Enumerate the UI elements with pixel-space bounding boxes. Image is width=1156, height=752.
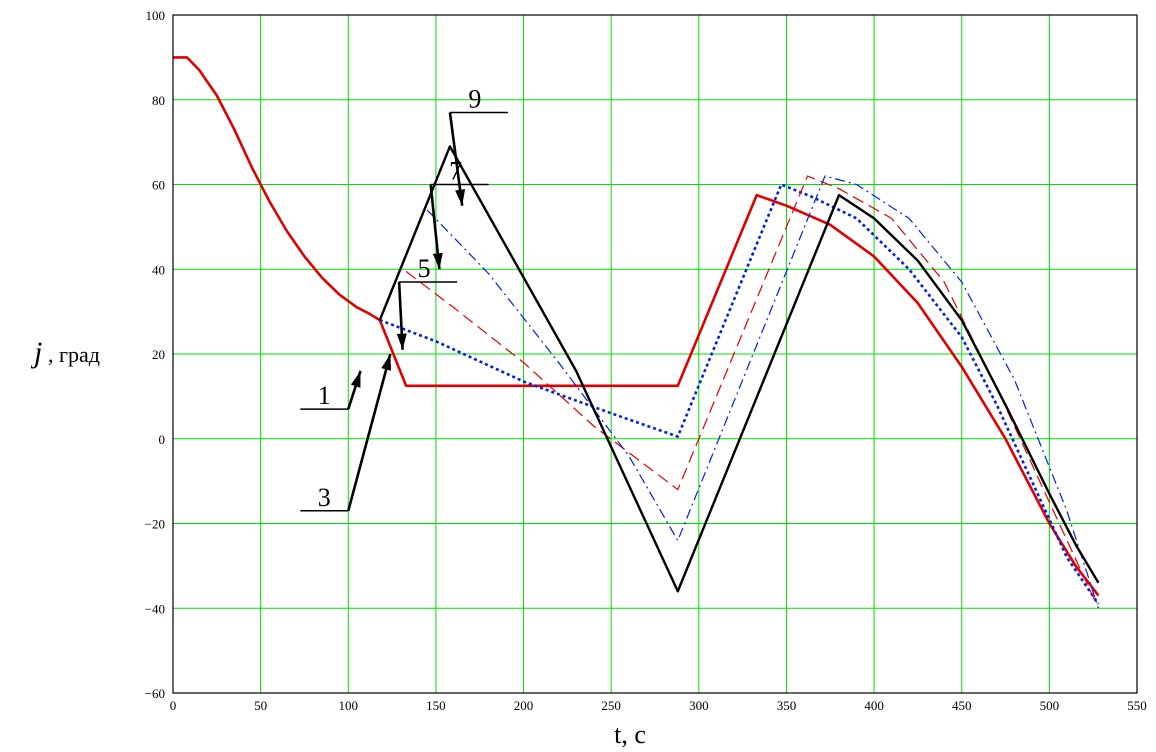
x-axis-label: t, c [614,720,646,749]
callout-3: 3 [300,353,392,512]
callout-arrowhead-7 [432,252,443,270]
y-axis-symbol: j [30,336,42,369]
callout-label-5: 5 [418,254,431,283]
callouts: 9 7 5 1 3 [300,84,508,512]
series-line-5 [405,175,1099,609]
x-tick-label-1: 50 [254,698,267,713]
series-line-1 [173,56,1100,597]
x-tick-label-11: 550 [1127,698,1147,713]
grid [172,14,1138,694]
x-tick-label-3: 150 [426,698,446,713]
callout-arrowhead-9 [455,189,466,206]
callout-leader-3 [347,353,392,512]
y-tick-label-2: −20 [145,517,165,532]
y-tick-labels: −60 −40 −20 0 20 40 60 80 100 [145,8,165,701]
callout-1: 1 [300,370,362,410]
x-tick-labels: 0 50 100 150 200 250 300 350 400 450 500 550 [170,698,1147,713]
callout-label-9: 9 [468,84,481,113]
y-tick-label-1: −40 [145,601,165,616]
callout-7: 7 [429,157,489,270]
callout-label-3: 3 [318,483,331,512]
y-tick-label-5: 40 [152,262,165,277]
series-lines [173,56,1100,609]
x-tick-label-4: 200 [514,698,534,713]
x-tick-label-5: 250 [601,698,621,713]
x-tick-label-2: 100 [339,698,359,713]
x-tick-label-0: 0 [170,698,177,713]
y-tick-label-0: −60 [145,686,165,701]
x-tick-label-10: 500 [1040,698,1060,713]
y-tick-label-3: 0 [159,432,166,447]
y-tick-label-8: 100 [146,8,166,23]
y-tick-label-4: 20 [152,347,165,362]
callout-arrowhead-3 [381,354,392,371]
series-line-3 [379,183,1100,605]
series-line-9 [378,145,1100,593]
y-tick-label-7: 80 [152,93,165,108]
callout-5: 5 [396,254,458,350]
y-tick-label-6: 60 [152,178,165,193]
callout-arrowhead-5 [396,333,407,350]
x-tick-label-6: 300 [689,698,709,713]
callout-arrowhead-1 [350,370,361,388]
callout-label-1: 1 [318,381,331,410]
callout-9: 9 [448,84,508,206]
plot-frame [172,14,1138,694]
series-line-7 [426,175,1099,609]
x-tick-label-8: 400 [864,698,884,713]
y-axis-unit: , град [48,342,100,367]
callout-label-7: 7 [449,157,462,186]
x-tick-label-7: 350 [777,698,797,713]
x-tick-label-9: 450 [952,698,972,713]
